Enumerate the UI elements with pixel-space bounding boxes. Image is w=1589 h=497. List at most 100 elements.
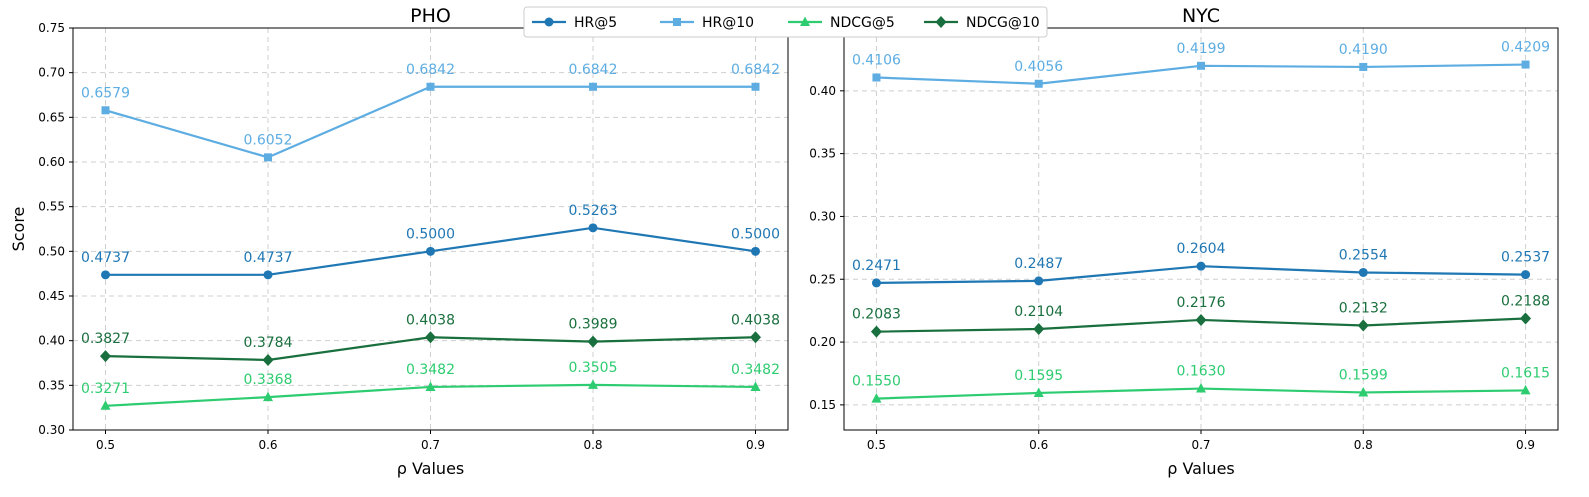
legend-label: HR@10 [702, 15, 754, 31]
legend: HR@5 HR@10 NDCG@5 NDCG@10 [523, 6, 1048, 38]
y-tick-label: 0.75 [38, 21, 65, 35]
data-point [1034, 276, 1044, 286]
legend-marker [544, 17, 554, 27]
data-point [1197, 61, 1205, 70]
data-label: 0.3827 [81, 331, 130, 347]
data-label: 0.1595 [1014, 368, 1063, 384]
data-point [1196, 383, 1206, 393]
x-tick-label: 0.6 [1029, 438, 1048, 452]
data-point [1358, 267, 1368, 277]
data-point [262, 353, 274, 366]
data-label: 0.6579 [81, 85, 130, 101]
data-label: 0.3368 [244, 372, 293, 388]
series-ndcg-at-10: 0.2083 0.2104 0.2176 0.2132 0.2188 [852, 293, 1550, 338]
legend-marker [935, 16, 947, 28]
data-point [263, 391, 273, 402]
y-tick-label: 0.25 [809, 272, 836, 286]
data-label: 0.2471 [852, 258, 901, 274]
data-label: 0.4199 [1177, 41, 1226, 57]
y-tick-label: 0.35 [38, 378, 65, 392]
data-label: 0.2083 [852, 307, 901, 323]
x-axis-label: ρ Values [1167, 459, 1235, 478]
chart-title: PHO [410, 5, 451, 27]
data-label: 0.5263 [569, 203, 618, 219]
y-tick-label: 0.40 [809, 84, 836, 98]
data-point [101, 270, 110, 280]
legend-entry-ndcg-at-10: NDCG@10 [924, 15, 1040, 31]
legend-label: NDCG@10 [966, 15, 1040, 31]
data-point [750, 331, 761, 344]
data-label: 0.5000 [406, 226, 455, 242]
y-tick-label: 0.20 [809, 335, 836, 349]
y-tick-label: 0.35 [809, 147, 836, 161]
data-point [1196, 261, 1206, 271]
y-tick-label: 0.50 [38, 244, 65, 258]
y-tick-label: 0.60 [38, 155, 65, 169]
data-point [1359, 62, 1368, 71]
data-label: 0.4038 [731, 312, 780, 328]
data-point [589, 82, 597, 91]
data-point [425, 381, 436, 391]
y-tick-label: 0.30 [809, 209, 836, 223]
data-point [1357, 319, 1369, 332]
data-point [1033, 387, 1044, 397]
data-label: 0.4737 [81, 250, 130, 266]
data-point [101, 106, 110, 115]
data-point [588, 379, 598, 389]
x-axis-label: ρ Values [397, 459, 465, 478]
data-label: 0.4038 [406, 312, 455, 328]
data-label: 0.5000 [731, 226, 780, 242]
data-label: 0.2176 [1177, 295, 1226, 311]
x-tick-label: 0.6 [258, 438, 277, 452]
data-point [871, 393, 882, 403]
data-point [1034, 79, 1043, 88]
data-point [426, 246, 435, 256]
series-ndcg-at-10: 0.3827 0.3784 0.4038 0.3989 0.4038 [81, 312, 780, 366]
data-label: 0.2554 [1339, 247, 1388, 263]
data-label: 0.2487 [1014, 256, 1063, 272]
data-label: 0.2104 [1014, 304, 1063, 320]
data-label: 0.3482 [406, 362, 455, 378]
data-point [588, 223, 598, 233]
data-label: 0.2537 [1501, 250, 1550, 266]
data-label: 0.2132 [1339, 300, 1388, 316]
data-label: 0.6842 [569, 62, 618, 78]
chart-title: NYC [1182, 5, 1220, 27]
x-tick-label: 0.7 [1191, 438, 1210, 452]
y-tick-label: 0.40 [38, 334, 65, 348]
legend-marker [800, 16, 810, 26]
data-point [425, 331, 436, 344]
data-point [1033, 322, 1045, 335]
y-tick-label: 0.45 [38, 289, 65, 303]
chart-panel-pho: 0.30 0.35 0.40 0.45 0.50 0.55 0.60 0.65 0.70 0.75… [9, 5, 789, 478]
data-label: 0.1599 [1339, 367, 1388, 383]
data-point [1358, 386, 1369, 397]
data-point [751, 82, 760, 91]
series-ndcg-at-5: 0.3271 0.3368 0.3482 0.3505 0.3482 [81, 360, 780, 410]
legend-box [523, 6, 1048, 38]
x-tick-label: 0.8 [1354, 438, 1373, 452]
data-point [264, 153, 272, 162]
data-point [750, 381, 761, 391]
data-point [1520, 312, 1532, 325]
data-label: 0.4737 [244, 250, 293, 266]
x-tick-label: 0.7 [421, 438, 440, 452]
legend-label: HR@5 [574, 15, 617, 31]
data-label: 0.2604 [1177, 241, 1226, 257]
y-tick-label: 0.55 [38, 200, 65, 214]
y-axis-label: Score [9, 207, 28, 252]
data-point [1195, 313, 1207, 326]
x-tick-label: 0.9 [746, 438, 765, 452]
data-label: 0.4056 [1014, 59, 1063, 75]
data-label: 0.6052 [244, 132, 293, 148]
x-tick-label: 0.5 [867, 438, 886, 452]
data-point [871, 278, 881, 288]
data-label: 0.1615 [1501, 365, 1550, 381]
data-label: 0.2188 [1501, 293, 1550, 309]
data-point [872, 73, 881, 82]
data-label: 0.3989 [569, 317, 618, 333]
data-point [100, 400, 111, 410]
data-label: 0.3482 [731, 362, 780, 378]
x-tick-label: 0.9 [1516, 438, 1535, 452]
y-tick-label: 0.30 [38, 423, 65, 437]
